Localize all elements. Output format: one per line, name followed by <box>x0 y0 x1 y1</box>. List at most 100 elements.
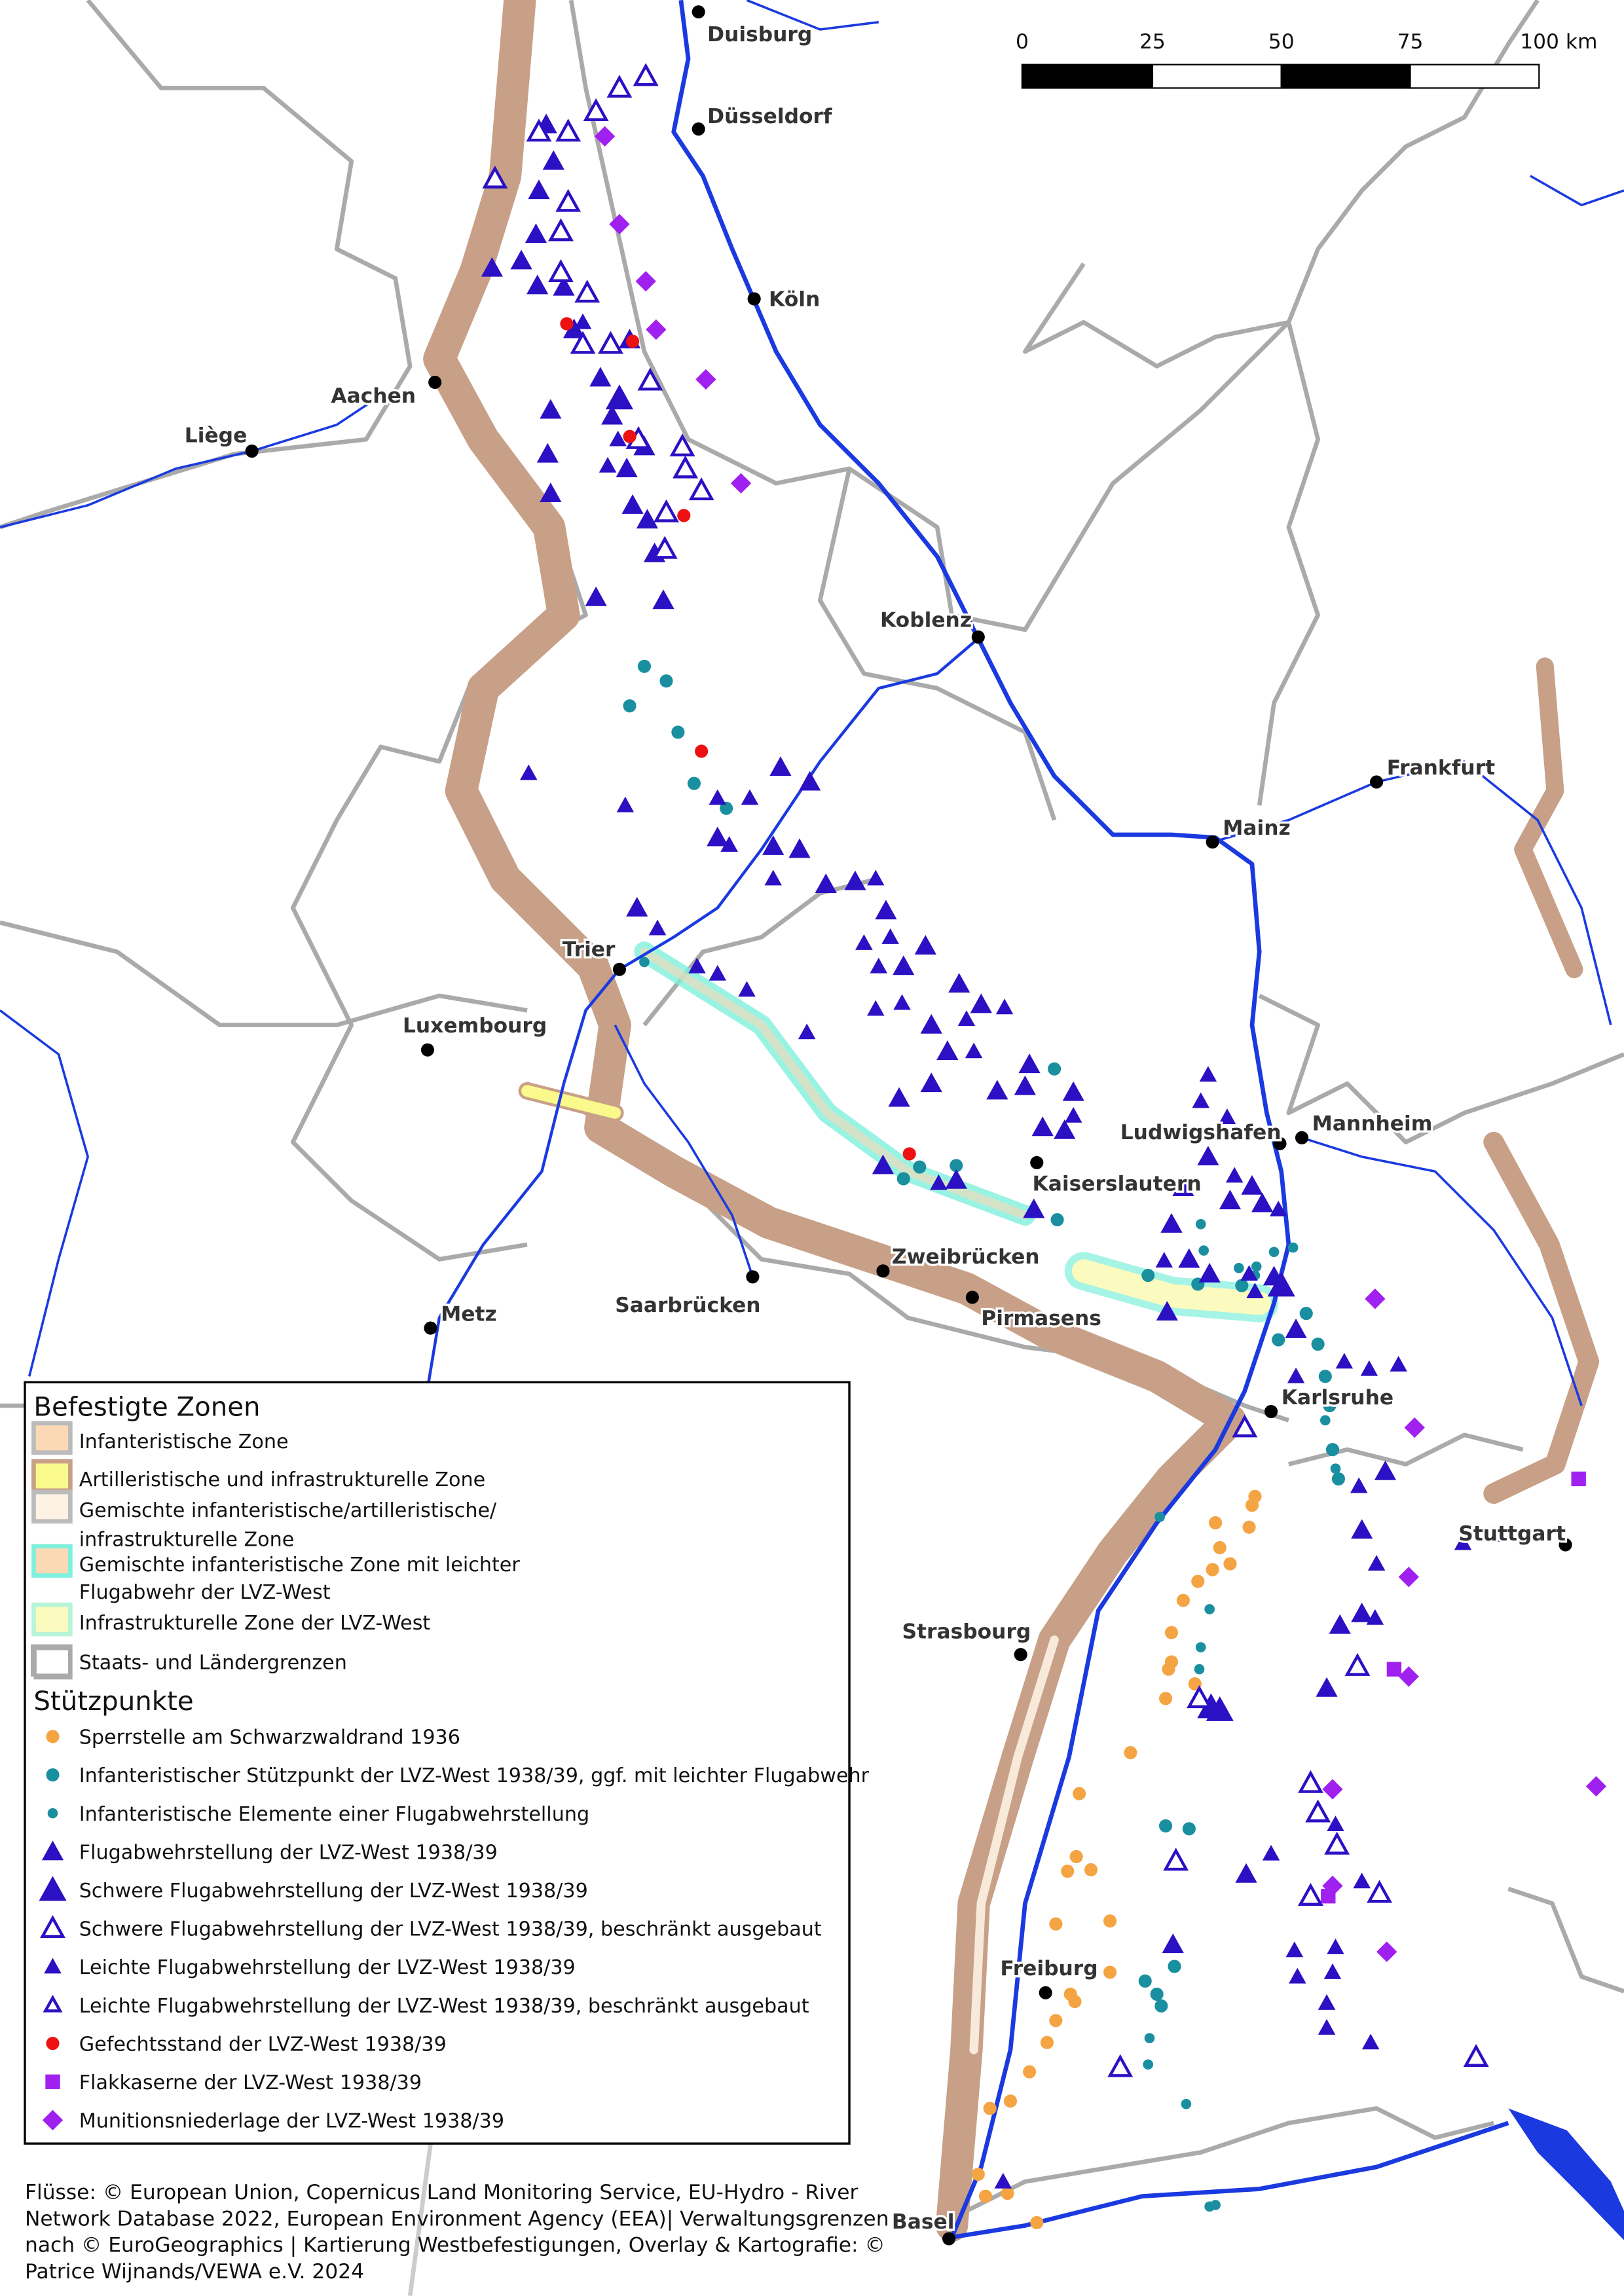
orange-circle-marker <box>1158 1692 1173 1705</box>
triangle-marker <box>1285 1941 1304 1958</box>
triangle-marker <box>616 458 638 477</box>
triangle-marker <box>520 764 538 780</box>
triangle-marker <box>1192 1092 1209 1108</box>
triangle-marker <box>1327 1939 1344 1954</box>
triangle-marker <box>1361 2033 1380 2050</box>
triangle-marker <box>510 249 532 270</box>
legend-swatch <box>31 1602 73 1637</box>
triangle-marker <box>525 223 547 244</box>
orange-circle-marker <box>1103 1914 1117 1928</box>
legend-zone-label: Artilleristische und infrastrukturelle Z… <box>79 1468 485 1491</box>
triangle-marker <box>540 483 562 502</box>
open-triangle-marker <box>1305 1799 1331 1823</box>
legend-swatch <box>31 1544 73 1578</box>
triangle-marker <box>870 957 887 974</box>
legend-point-label: Schwere Flugabwehrstellung der LVZ-West … <box>79 1880 588 1903</box>
square-marker <box>1489 1527 1504 1542</box>
orange-circle-marker <box>1245 1499 1259 1512</box>
scale-bar: 0 25 50 75 100 km <box>1016 30 1598 89</box>
orange-circle-marker <box>1223 1557 1237 1571</box>
legend-swatch <box>31 1421 73 1455</box>
scale-label: 100 km <box>1520 30 1597 54</box>
legend-point-label: Infanteristische Elemente einer Flugabwe… <box>79 1803 589 1826</box>
triangle-marker <box>872 1154 895 1175</box>
triangle-marker <box>553 276 575 296</box>
triangle-marker <box>1178 1248 1200 1268</box>
triangle-marker <box>1246 1283 1264 1299</box>
diamond-marker <box>1365 1288 1386 1309</box>
triangle-marker <box>44 1958 62 1974</box>
triangle-marker <box>1318 2019 1336 2035</box>
city-label: Liège <box>185 424 248 448</box>
orange-circle-marker <box>1124 1746 1137 1760</box>
triangle-marker <box>1285 1318 1307 1338</box>
city-layer: Duisburg Düsseldorf Köln Aachen Liège Koblenz… <box>182 5 1572 2246</box>
city-label: Trier <box>563 938 616 962</box>
attribution-line: Network Database 2022, European Environm… <box>25 2207 889 2231</box>
city-dot <box>1370 775 1384 789</box>
legend-point-label: Sperrstelle am Schwarzwaldrand 1936 <box>79 1726 460 1749</box>
triangle-marker <box>1062 1081 1084 1101</box>
triangle-marker <box>1235 1863 1257 1883</box>
city-label: Freiburg <box>1000 1957 1098 1980</box>
small-teal-circle-marker <box>1287 1242 1299 1253</box>
triangle-marker <box>1251 1192 1274 1212</box>
triangle-marker <box>1054 1119 1076 1139</box>
triangle-marker <box>1367 1555 1386 1571</box>
orange-circle-marker <box>1023 2065 1037 2079</box>
city-dot <box>692 122 705 136</box>
scale-label: 25 <box>1139 30 1166 54</box>
attribution-line: Patrice Wijnands/VEWA e.V. 2024 <box>25 2260 364 2284</box>
triangle-marker <box>1198 1263 1221 1283</box>
city-dot <box>1264 1404 1278 1419</box>
open-triangle-marker <box>1367 1880 1393 1903</box>
triangle-marker <box>799 771 821 791</box>
small-teal-circle-marker <box>639 957 650 968</box>
teal-circle-marker <box>1318 1370 1332 1383</box>
city-dot <box>1030 1156 1044 1169</box>
triangle-marker <box>1454 1534 1472 1550</box>
orange-circle-marker <box>1049 1917 1063 1931</box>
diamond-marker <box>1404 1417 1425 1438</box>
legend-points-title: Stützpunkte <box>33 1686 193 1717</box>
city-label: Karlsruhe <box>1282 1386 1393 1410</box>
triangle-marker <box>881 928 899 944</box>
triangle-marker <box>738 981 756 997</box>
city-dot <box>428 375 442 390</box>
city-label: Saarbrücken <box>615 1294 760 1317</box>
legend-point-label: Leichte Flugabwehrstellung der LVZ-West … <box>79 1956 576 1979</box>
triangle-marker <box>1366 1609 1384 1625</box>
small-teal-circle-marker <box>1144 2033 1155 2043</box>
open-triangle-marker <box>688 477 714 501</box>
triangle-marker <box>893 994 911 1010</box>
city-dot <box>746 1270 760 1284</box>
small-teal-circle-marker <box>47 1808 58 1819</box>
legend: Befestigte Zonen Infanteristische Zone Ar… <box>24 1381 870 2145</box>
small-teal-circle-marker <box>1181 2098 1192 2109</box>
open-triangle-marker <box>1232 1414 1258 1438</box>
legend-zone-label: Flugabwehr der LVZ-West <box>79 1581 331 1604</box>
triangle-marker <box>1351 1519 1373 1539</box>
triangle-marker <box>574 313 592 329</box>
teal-circle-marker <box>687 776 701 790</box>
diamond-marker <box>1398 1567 1419 1588</box>
teal-circle-marker <box>623 699 637 713</box>
city-dot <box>747 292 761 306</box>
orange-circle-marker <box>1206 1563 1219 1576</box>
orange-circle-marker <box>1049 2014 1063 2028</box>
triangle-marker <box>1350 1477 1368 1493</box>
triangle-marker <box>815 873 837 894</box>
triangle-marker <box>39 1876 67 1901</box>
teal-circle-marker <box>896 1172 910 1186</box>
triangle-marker <box>1225 1167 1244 1183</box>
square-marker <box>1571 1471 1586 1487</box>
open-triangle-marker <box>1163 1848 1189 1871</box>
triangle-marker <box>965 1042 983 1059</box>
triangle-marker <box>920 1013 942 1034</box>
triangle-marker <box>609 430 627 446</box>
triangle-marker <box>648 919 667 936</box>
city-dot <box>1206 835 1219 849</box>
triangle-marker <box>970 993 992 1013</box>
city-label: Ludwigshafen <box>1120 1121 1282 1144</box>
